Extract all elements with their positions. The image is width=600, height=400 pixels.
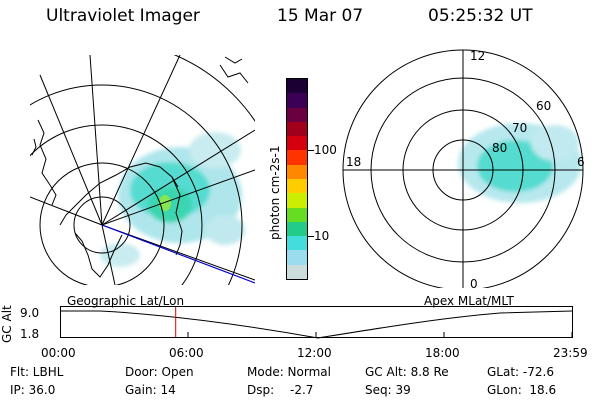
- colorbar-segment: [287, 221, 307, 237]
- timeline-ymin: 1.8: [20, 327, 40, 341]
- sequence-info: Seq: 39: [365, 383, 411, 397]
- polar-aurora-emission: [458, 123, 582, 203]
- colorbar-segment: [287, 236, 307, 251]
- colorbar-ticks: [308, 78, 316, 278]
- geo-latitude-info: GLat: -72.6: [487, 365, 554, 379]
- altitude-timeline: [60, 306, 573, 339]
- mlt-label-12: 12: [470, 49, 485, 63]
- colorbar-segment: [287, 136, 307, 151]
- colorbar-tick-10: 10: [314, 229, 330, 243]
- ip-info: IP: 36.0: [10, 383, 56, 397]
- door-info: Door: Open: [125, 365, 194, 379]
- colorbar-segment: [287, 93, 307, 108]
- color-scale-bar: [286, 78, 308, 280]
- mlt-label-6: 6: [577, 155, 585, 169]
- mlat-label-60: 60: [536, 99, 551, 113]
- geographic-map: [30, 55, 255, 285]
- polar-plot: 12 18 6 0 60 70 80: [342, 49, 585, 288]
- coastline: [31, 56, 249, 278]
- latitude-circles: [30, 55, 255, 285]
- timeline-tick-1200: 12:00: [297, 346, 332, 360]
- colorbar-tick-100: 100: [314, 143, 337, 157]
- instrument-title: Ultraviolet Imager: [46, 6, 200, 26]
- mlat-label-80: 80: [492, 141, 507, 155]
- orbit-altitude-curve: [61, 310, 573, 339]
- colorbar-segment: [287, 150, 307, 165]
- filter-info: Flt: LBHL: [10, 365, 64, 379]
- timeline-ymax: 9.0: [20, 306, 40, 320]
- timeline-tick-0000: 00:00: [41, 346, 76, 360]
- gc-altitude-info: GC Alt: 8.8 Re: [365, 365, 449, 379]
- mlt-axes: [343, 50, 583, 288]
- colorbar-segment: [287, 250, 307, 265]
- meridian-lines: [30, 55, 255, 285]
- timeline-axis-label: GC Alt: [0, 305, 14, 343]
- left-panel-caption: Geographic Lat/Lon: [67, 294, 185, 308]
- colorbar-segment: [287, 193, 307, 208]
- timeline-tick-1800: 18:00: [425, 346, 460, 360]
- mlt-label-0: 0: [470, 277, 478, 288]
- colorbar-unit-label: photon cm-2s-1: [268, 145, 282, 241]
- observation-date: 15 Mar 07: [277, 6, 364, 26]
- colorbar-segment: [287, 79, 307, 94]
- dsp-label: Dsp:: [247, 383, 275, 397]
- colorbar-segment: [287, 121, 307, 137]
- timeline-tick-2359: 23:59: [553, 346, 588, 360]
- mode-info: Mode: Normal: [247, 365, 331, 379]
- mlt-label-18: 18: [346, 155, 361, 169]
- geo-longitude-info: GLon: 18.6: [487, 383, 557, 397]
- timeline-tick-0600: 06:00: [169, 346, 204, 360]
- observation-time: 05:25:32 UT: [428, 6, 533, 26]
- colorbar-segment: [287, 164, 307, 179]
- timeline-ticks: [60, 332, 573, 338]
- colorbar-segment: [287, 107, 307, 122]
- right-panel-caption: Apex MLat/MLT: [424, 294, 514, 308]
- dsp-value: -2.7: [290, 383, 314, 397]
- colorbar-segment: [287, 178, 307, 194]
- colorbar-segment: [287, 264, 307, 279]
- gain-info: Gain: 14: [125, 383, 176, 397]
- mlat-label-70: 70: [512, 121, 527, 135]
- colorbar-segment: [287, 207, 307, 222]
- noon-meridian-line: [101, 224, 255, 284]
